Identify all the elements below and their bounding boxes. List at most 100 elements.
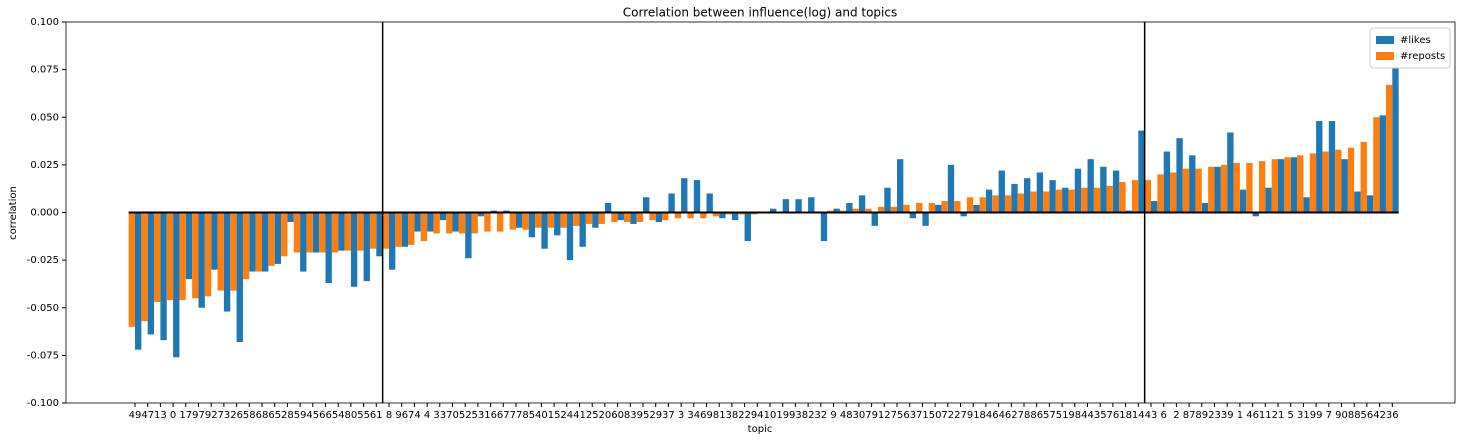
x-tick-label: 64 xyxy=(992,410,1005,421)
y-axis-label: correlation xyxy=(8,186,19,240)
x-tick-label: 90 xyxy=(1335,410,1348,421)
bar xyxy=(1360,142,1367,213)
x-tick-label: 55 xyxy=(357,410,370,421)
bar xyxy=(1157,174,1164,213)
bar xyxy=(281,212,288,257)
bar xyxy=(452,212,459,232)
bar xyxy=(808,197,815,213)
bar xyxy=(985,189,993,213)
x-tick-label: 30 xyxy=(853,410,866,421)
bar xyxy=(528,212,536,238)
bar xyxy=(922,212,929,226)
x-tick-label: 40 xyxy=(535,410,548,421)
bar xyxy=(433,212,440,234)
bar xyxy=(198,212,205,308)
x-tick-label: 80 xyxy=(345,410,358,421)
bar xyxy=(573,212,580,226)
x-tick-label: 18 xyxy=(1119,410,1132,421)
x-tick-label: 36 xyxy=(1386,410,1399,421)
x-tick-label: 38 xyxy=(726,410,739,421)
x-tick-label: 65 xyxy=(268,410,281,421)
bar xyxy=(897,159,904,213)
bar xyxy=(1322,151,1329,213)
bar xyxy=(389,212,396,270)
bar xyxy=(242,212,250,280)
bar xyxy=(1373,117,1380,213)
x-tick-label: 33 xyxy=(433,410,446,421)
x-tick-label: 93 xyxy=(789,410,802,421)
x-tick-label: 39 xyxy=(1221,410,1234,421)
x-tick-label: 97 xyxy=(192,410,205,421)
x-tick-label: 96 xyxy=(395,410,408,421)
x-tick-label: 10 xyxy=(764,410,777,421)
bar xyxy=(1220,164,1228,213)
legend-label: #reposts xyxy=(1400,51,1445,62)
bar xyxy=(293,212,301,253)
x-tick-label: 13 xyxy=(154,410,167,421)
bar xyxy=(408,212,415,245)
x-tick-label: 89 xyxy=(1195,410,1208,421)
x-tick-label: 99 xyxy=(1310,410,1323,421)
bar xyxy=(1138,130,1145,213)
bar xyxy=(566,212,574,261)
bar xyxy=(414,212,421,232)
bar xyxy=(865,208,872,213)
x-tick-label: 0 xyxy=(170,410,176,421)
bar xyxy=(287,212,294,223)
y-tick-label: -0.050 xyxy=(27,303,59,314)
bar xyxy=(1036,172,1044,213)
x-tick-label: 11 xyxy=(1259,410,1272,421)
x-tick-label: 77 xyxy=(510,410,523,421)
bar xyxy=(744,212,751,242)
x-tick-label: 27 xyxy=(954,410,967,421)
x-tick-label: 53 xyxy=(472,410,485,421)
x-tick-label: 16 xyxy=(484,410,497,421)
bar xyxy=(782,199,790,213)
bar xyxy=(306,212,313,253)
y-tick-label: 0.100 xyxy=(30,17,59,28)
bar xyxy=(1341,159,1348,213)
bar xyxy=(541,212,548,249)
bar xyxy=(439,212,447,221)
x-tick-label: 70 xyxy=(446,410,459,421)
bar xyxy=(1151,201,1158,213)
bar xyxy=(712,212,720,217)
bar xyxy=(509,212,516,230)
x-tick-label: 8 xyxy=(386,410,392,421)
x-tick-label: 54 xyxy=(332,410,345,421)
x-tick-label: 76 xyxy=(1107,410,1120,421)
bar xyxy=(255,212,262,272)
x-tick-label: 91 xyxy=(967,410,980,421)
legend-swatch xyxy=(1376,52,1394,60)
x-tick-label: 67 xyxy=(497,410,510,421)
bar xyxy=(249,212,256,272)
bar xyxy=(1379,115,1386,213)
bar xyxy=(319,212,326,253)
bar xyxy=(522,212,529,230)
bar xyxy=(1303,197,1310,213)
x-tick-label: 68 xyxy=(256,410,269,421)
x-tick-label: 56 xyxy=(1361,410,1374,421)
x-tick-label: 34 xyxy=(687,410,700,421)
bar xyxy=(484,212,491,232)
x-tick-label: 74 xyxy=(408,410,421,421)
y-tick-label: -0.075 xyxy=(27,350,59,361)
x-tick-label: 49 xyxy=(129,410,142,421)
x-tick-label: 5 xyxy=(1288,410,1294,421)
bar xyxy=(1017,193,1024,213)
x-tick-label: 83 xyxy=(624,410,637,421)
y-tick-label: -0.025 xyxy=(27,255,59,266)
bar xyxy=(719,212,726,219)
x-tick-label: 28 xyxy=(281,410,294,421)
bar xyxy=(1112,170,1120,213)
bar xyxy=(1354,191,1361,213)
bar xyxy=(141,212,148,322)
bar xyxy=(947,164,955,213)
bar xyxy=(376,212,383,257)
bar xyxy=(1131,180,1139,213)
bar xyxy=(903,204,910,213)
x-tick-label: 52 xyxy=(459,410,472,421)
bar xyxy=(1316,121,1323,213)
bar xyxy=(1265,187,1272,213)
bar xyxy=(1258,161,1266,213)
